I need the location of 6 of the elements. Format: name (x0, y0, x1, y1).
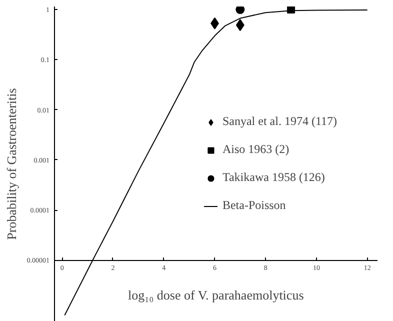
legend-label: Beta-Poisson (222, 198, 286, 213)
x-axis-title: log₁₀ dose of V. parahaemolyticus (128, 288, 304, 302)
legend-label: Takikawa 1958 (126) (222, 170, 325, 185)
legend-label: Aiso 1963 (2) (222, 142, 290, 157)
y-axis-title: Probability of Gastroenteritis (4, 88, 19, 240)
legend-label: Sanyal et al. 1974 (117) (222, 114, 337, 129)
